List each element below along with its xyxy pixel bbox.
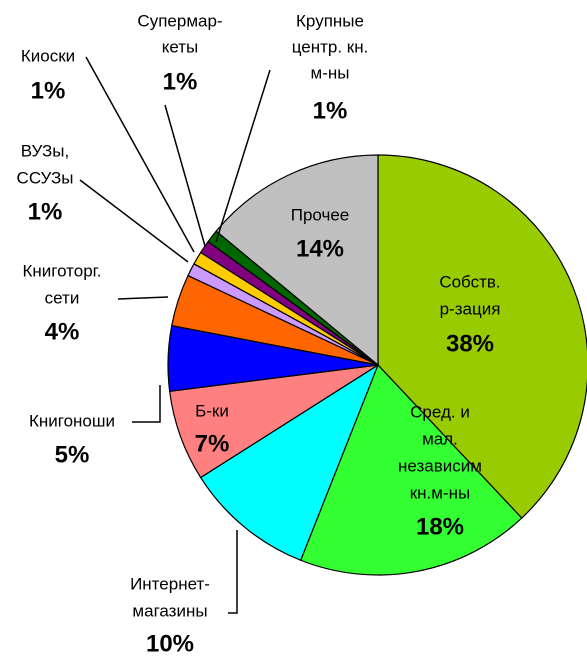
slice-label: ССУЗы — [17, 168, 74, 187]
leader-line — [79, 179, 189, 263]
value-label: 10% — [146, 630, 194, 657]
value-label: 1% — [31, 77, 66, 104]
slice-label: Киоски — [21, 46, 75, 65]
pie-slice — [215, 154, 379, 367]
slice-label: сети — [45, 288, 80, 307]
leader-line — [85, 56, 195, 253]
value-label: 38% — [446, 330, 494, 357]
slice-label: м-ны — [311, 63, 350, 82]
slice-label: независим — [398, 456, 482, 475]
slice-label: центр. кн. — [292, 37, 369, 56]
pie-slice — [299, 363, 523, 576]
slice-label: Собств. — [439, 272, 500, 291]
slice-label: р-зация — [440, 299, 501, 318]
value-label: 4% — [45, 318, 80, 345]
value-label: 1% — [28, 198, 63, 225]
pie-slice — [199, 363, 380, 562]
slice-label: Книготорг. — [22, 261, 101, 280]
slice-label: мал. — [422, 429, 458, 448]
slice-label: Крупные — [296, 11, 364, 30]
slice-label: Сред. и — [410, 402, 470, 421]
pie-slice — [377, 154, 587, 519]
slice-label: Б-ки — [195, 401, 229, 420]
value-label: 5% — [55, 441, 90, 468]
slice-label: Интернет- — [130, 574, 210, 593]
leader-line — [132, 385, 161, 423]
slice-label: кеты — [162, 37, 199, 56]
leader-line — [215, 69, 271, 243]
value-label: 18% — [416, 513, 464, 540]
value-label: 14% — [296, 235, 344, 262]
leader-line — [164, 104, 206, 247]
slice-label: Супермар- — [137, 11, 222, 30]
leader-line — [117, 296, 169, 300]
slice-label: кн.м-ны — [410, 483, 471, 502]
value-label: 7% — [195, 430, 230, 457]
slice-label: Книгоноши — [29, 411, 115, 430]
leader-line — [228, 530, 238, 614]
slice-label: магазины — [132, 601, 207, 620]
value-label: 1% — [313, 97, 348, 124]
slice-label: Прочее — [291, 205, 350, 224]
slice-label: ВУЗы, — [21, 141, 69, 160]
value-label: 1% — [163, 68, 198, 95]
